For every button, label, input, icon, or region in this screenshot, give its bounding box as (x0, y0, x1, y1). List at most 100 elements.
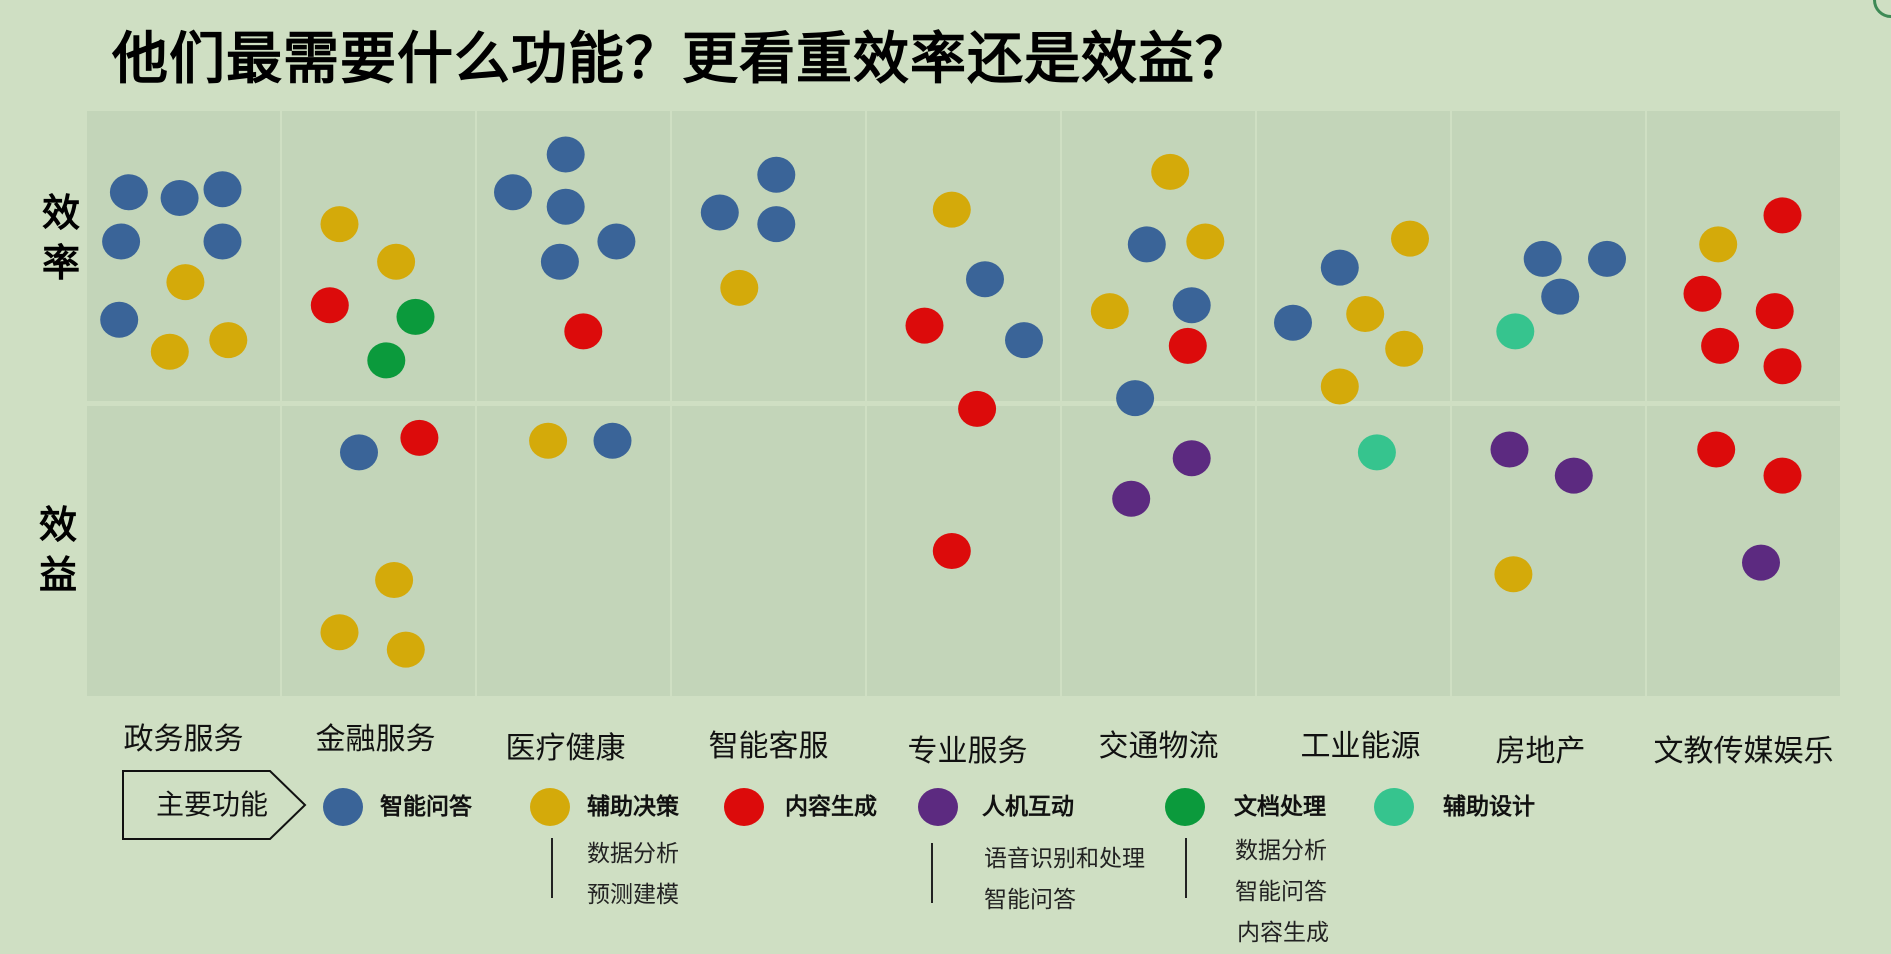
legend-sub-item: 数据分析 (1235, 838, 1327, 864)
data-point-content (400, 419, 439, 456)
data-point-decision (720, 269, 759, 306)
panel-5-1 (1062, 406, 1255, 696)
data-point-content (1763, 348, 1802, 385)
data-point-qa (109, 174, 148, 211)
data-point-content (1755, 293, 1794, 330)
data-point-qa (494, 174, 532, 211)
data-point-content (1683, 275, 1722, 312)
data-point-decision (375, 562, 414, 598)
legend-label-design: 辅助设计 (1443, 794, 1535, 820)
data-point-qa (102, 223, 141, 260)
legend-label-doc: 文档处理 (1234, 794, 1326, 820)
data-point-decision (320, 206, 359, 243)
data-point-decision (1699, 226, 1738, 263)
data-point-decision (1090, 293, 1129, 330)
data-point-decision (1320, 368, 1359, 405)
panel-7-1 (1452, 406, 1645, 696)
category-label: 金融服务 (315, 722, 436, 757)
panel-2-1 (477, 406, 670, 696)
data-point-decision (386, 631, 425, 668)
data-point-decision (1346, 296, 1385, 332)
data-point-qa (540, 243, 579, 280)
data-point-decision (1391, 220, 1429, 257)
legend-sub-item: 数据分析 (587, 841, 679, 867)
data-point-qa (1127, 226, 1166, 263)
data-point-decision (209, 322, 248, 359)
data-point-content (1701, 327, 1740, 364)
data-point-content (1763, 197, 1802, 234)
category-label: 房地产 (1495, 734, 1586, 769)
data-point-hci (1742, 544, 1780, 581)
category-label: 智能客服 (708, 729, 829, 764)
legend-sub-divider (931, 843, 933, 903)
data-point-qa (546, 136, 585, 173)
panel-6-1 (1257, 406, 1450, 696)
legend-label-qa: 智能问答 (380, 794, 472, 820)
legend-title: 主要功能 (155, 788, 268, 821)
legend-sub-item: 智能问答 (984, 887, 1076, 913)
panel-1-1 (282, 406, 475, 696)
data-point-hci (1554, 457, 1593, 494)
data-point-content (958, 390, 997, 427)
data-point-hci (1112, 480, 1151, 517)
data-point-qa (757, 206, 796, 243)
data-point-content (905, 307, 944, 344)
data-point-doc (367, 342, 406, 379)
data-point-hci (1172, 440, 1211, 477)
panel-4-0 (867, 111, 1060, 401)
data-point-decision (932, 191, 971, 228)
legend-sub-item: 内容生成 (1237, 920, 1329, 946)
data-point-decision (1186, 223, 1225, 260)
row-label-efficiency: 效率 (41, 191, 80, 285)
panel-0-1 (87, 406, 280, 696)
data-point-decision (1151, 153, 1190, 190)
legend-swatch-hci (918, 788, 958, 826)
data-point-decision (529, 422, 568, 459)
legend-swatch-qa (323, 788, 363, 826)
data-point-content (932, 533, 971, 569)
data-point-qa (1274, 304, 1312, 341)
data-point-qa (203, 171, 242, 208)
data-point-decision (150, 333, 189, 370)
category-label: 工业能源 (1300, 729, 1421, 764)
data-point-qa (597, 223, 636, 260)
data-point-decision (320, 614, 359, 651)
legend-swatch-design (1374, 788, 1414, 826)
data-point-qa (160, 180, 199, 216)
data-point-qa (1541, 278, 1580, 315)
data-point-qa (1172, 287, 1211, 324)
data-point-qa (966, 261, 1004, 298)
data-point-decision (1494, 556, 1533, 593)
data-point-decision (166, 264, 205, 301)
legend-label-hci: 人机互动 (982, 794, 1074, 820)
panel-8-0 (1647, 111, 1840, 401)
data-point-content (1763, 457, 1802, 494)
data-point-decision (1385, 330, 1424, 367)
data-point-qa (1588, 240, 1626, 277)
category-label: 专业服务 (907, 734, 1028, 769)
legend-sub-item: 语音识别和处理 (984, 846, 1145, 872)
data-point-qa (100, 301, 139, 338)
data-point-content (564, 313, 603, 350)
data-point-decision (377, 243, 416, 280)
data-point-doc (396, 298, 435, 335)
legend-sub-divider (551, 838, 553, 898)
data-point-qa (593, 422, 632, 459)
legend-label-decision: 辅助决策 (587, 794, 679, 820)
panel-8-1 (1647, 406, 1840, 696)
data-point-qa (757, 156, 796, 193)
data-point-qa (1523, 240, 1562, 277)
data-point-content (310, 287, 349, 324)
legend-swatch-decision (530, 788, 570, 826)
data-point-content (1168, 327, 1207, 364)
category-label: 医疗健康 (505, 731, 626, 766)
legend-sub-divider (1185, 838, 1187, 898)
data-point-qa (1116, 380, 1155, 417)
legend-swatch-doc (1165, 788, 1205, 826)
legend-label-content: 内容生成 (785, 794, 877, 820)
panel-3-0 (672, 111, 865, 401)
page-title: 他们最需要什么功能？更看重效率还是效益？ (112, 27, 1252, 92)
data-point-design (1357, 434, 1396, 471)
data-point-design (1496, 313, 1535, 350)
